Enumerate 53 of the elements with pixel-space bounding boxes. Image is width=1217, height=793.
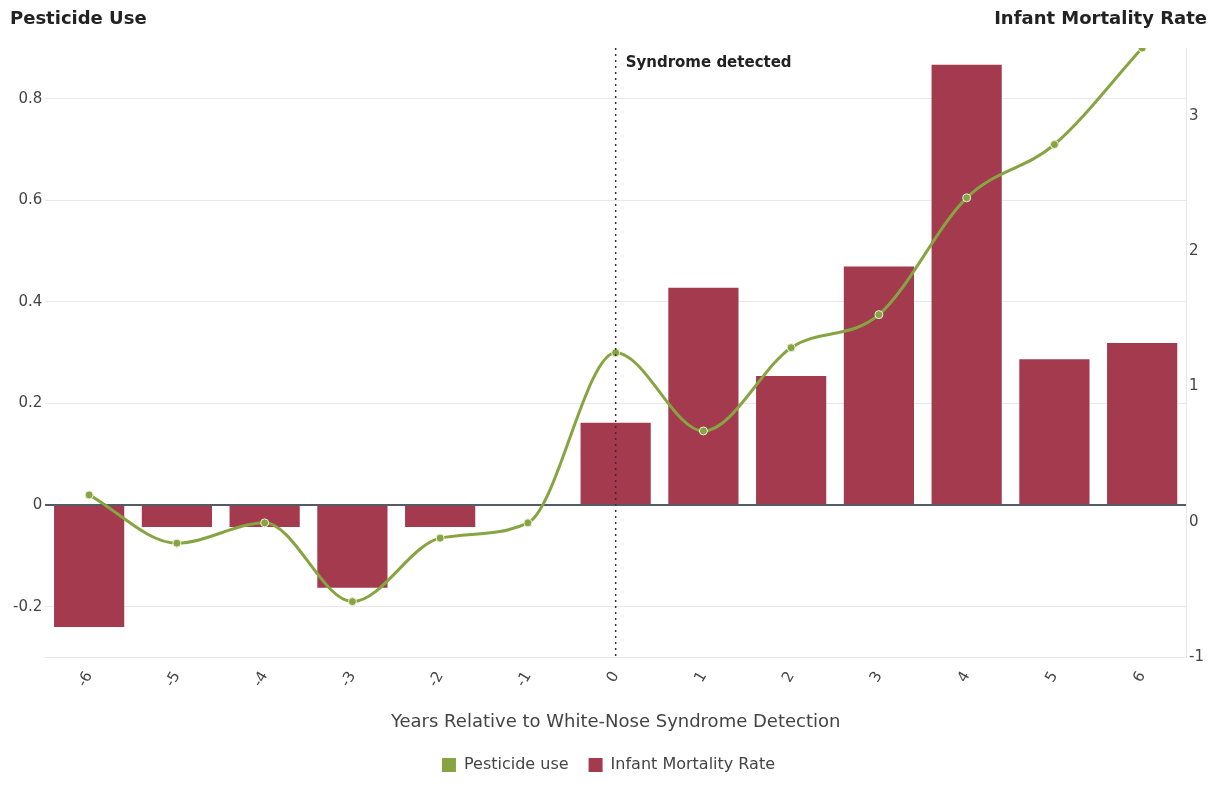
point xyxy=(962,193,972,203)
bar xyxy=(141,506,212,527)
y-tick-label: 0.4 xyxy=(18,291,43,310)
bar xyxy=(54,506,125,627)
x-tick-label: -6 xyxy=(72,667,96,690)
y-tick-label: 0.6 xyxy=(18,190,43,209)
x-tick-label: 0 xyxy=(602,667,623,686)
y2-tick-label: 2 xyxy=(1189,241,1199,260)
bar xyxy=(405,506,476,527)
y2-tick-label: 3 xyxy=(1189,105,1199,124)
x-tick-label: 1 xyxy=(689,667,711,686)
bar xyxy=(1107,343,1178,505)
point xyxy=(611,348,621,358)
point xyxy=(698,426,708,436)
point xyxy=(84,490,94,500)
point xyxy=(347,597,357,607)
bar xyxy=(668,287,739,505)
x-tick-label: -3 xyxy=(336,667,360,690)
x-tick-label: 5 xyxy=(1040,667,1062,686)
y-tick-label: 0.2 xyxy=(18,393,43,412)
point xyxy=(1049,140,1059,149)
point xyxy=(523,518,533,528)
bar xyxy=(1019,359,1090,505)
y-tick-label: 0.8 xyxy=(18,88,43,107)
x-tick-label: -1 xyxy=(511,667,535,690)
y2-tick-label: -1 xyxy=(1189,647,1205,666)
y2-tick-label: 1 xyxy=(1189,376,1199,395)
y-tick-label: 0 xyxy=(32,494,43,513)
point xyxy=(786,343,796,353)
point xyxy=(172,538,182,548)
bar xyxy=(756,376,827,505)
x-tick-label: 4 xyxy=(953,667,974,686)
y2-tick-label: 0 xyxy=(1189,511,1199,530)
ref-line-label: Syndrome detected xyxy=(625,53,792,72)
x-tick-label: 2 xyxy=(777,667,798,686)
point xyxy=(260,518,270,528)
y-tick-label: -0.2 xyxy=(12,596,43,615)
y2-axis-title: Infant Mortality Rate xyxy=(994,6,1207,28)
x-axis-title: Years Relative to White-Nose Syndrome Detection xyxy=(389,709,841,731)
bar xyxy=(580,422,651,505)
x-tick-label: 3 xyxy=(865,667,886,686)
legend-label: Pesticide use xyxy=(463,754,569,774)
bar xyxy=(317,506,388,588)
x-tick-label: -5 xyxy=(160,667,184,690)
bar xyxy=(843,266,915,505)
point xyxy=(874,310,884,320)
x-tick-label: -2 xyxy=(423,667,447,690)
bar xyxy=(931,64,1002,505)
x-tick-label: 6 xyxy=(1128,667,1149,686)
legend-label: Infant Mortality Rate xyxy=(610,754,776,774)
y-axis-title: Pesticide Use xyxy=(10,6,147,28)
x-tick-label: -4 xyxy=(248,667,272,690)
point xyxy=(435,533,445,543)
